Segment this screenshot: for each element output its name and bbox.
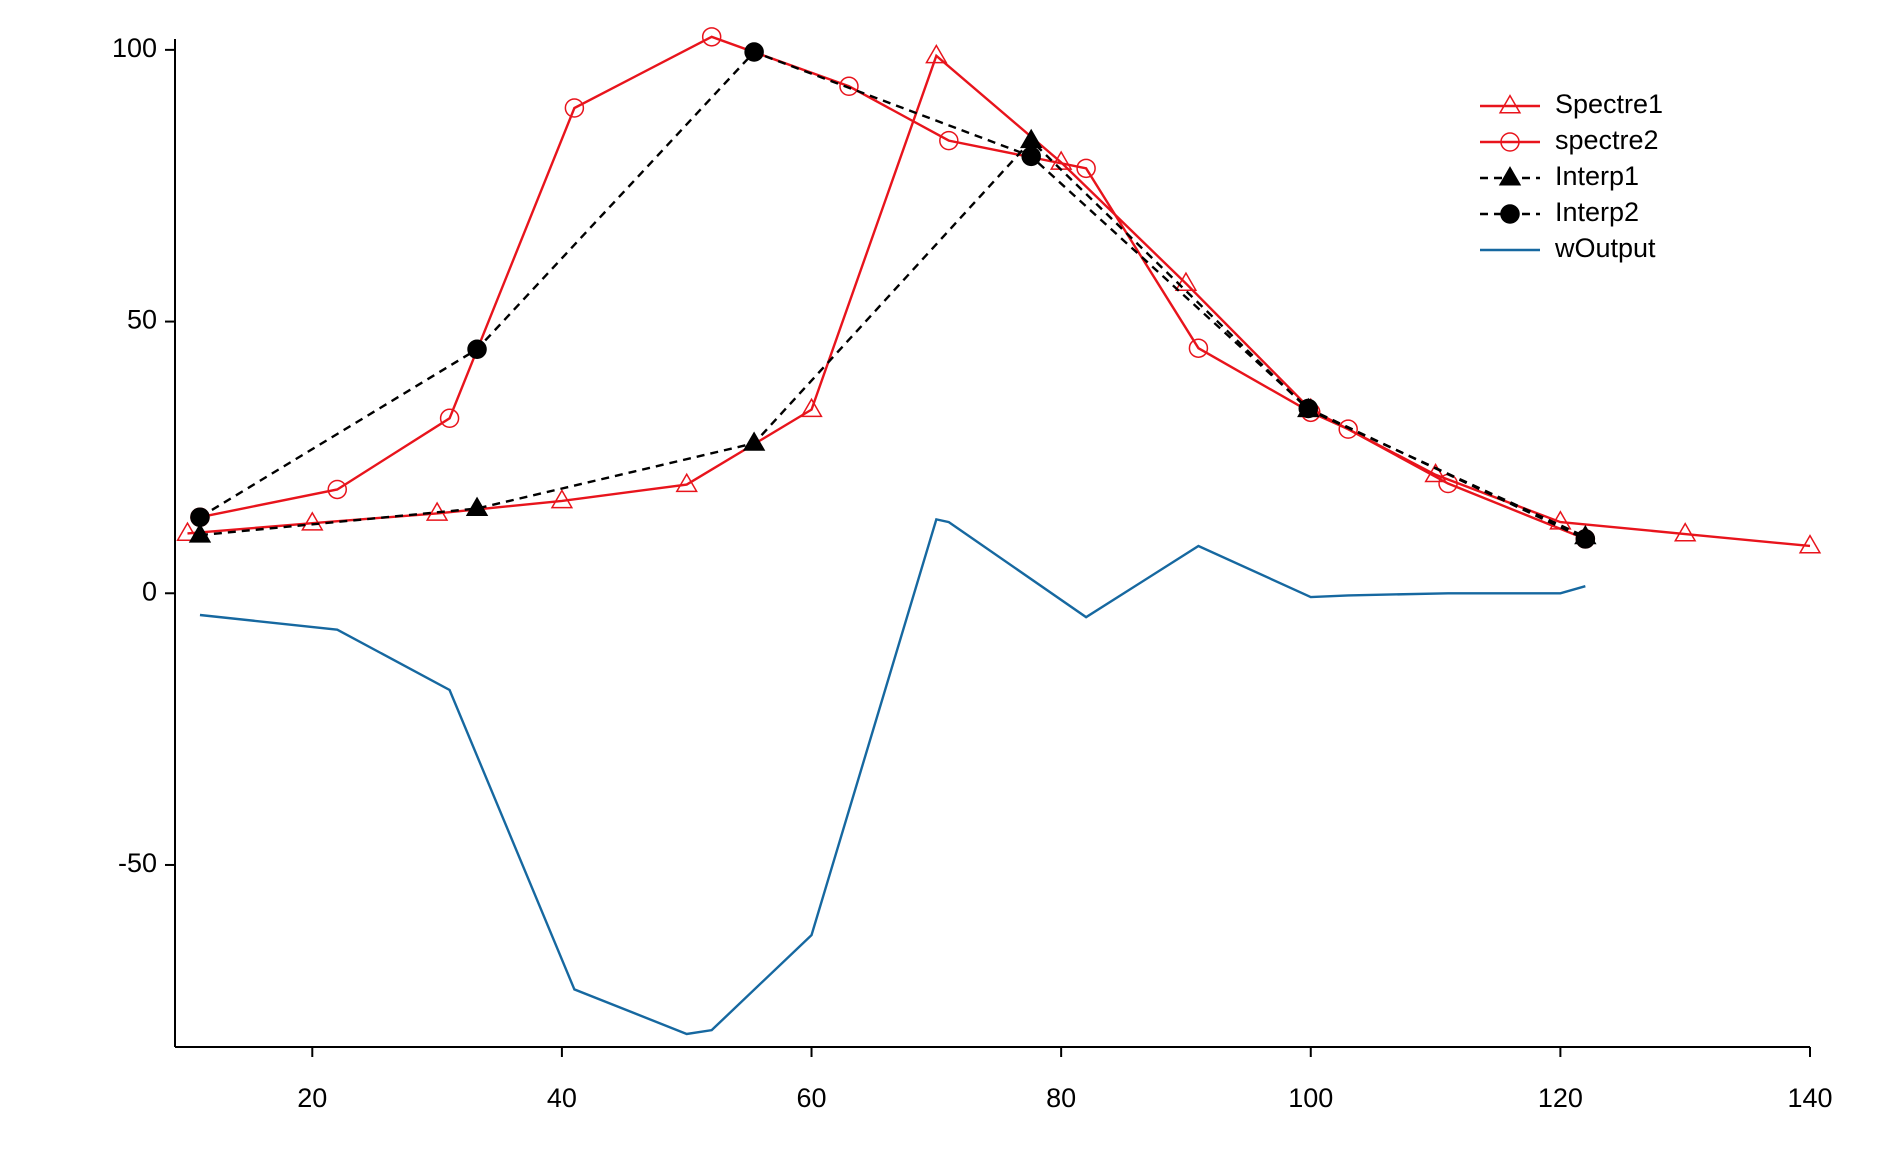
marker — [1188, 338, 1209, 358]
x-tick-label: 120 — [1538, 1083, 1583, 1113]
marker — [800, 397, 823, 418]
marker — [744, 42, 764, 62]
legend-label: spectre2 — [1555, 125, 1659, 155]
marker — [1019, 128, 1043, 149]
marker — [1049, 150, 1073, 170]
legend-label: Interp2 — [1555, 197, 1639, 227]
legend-label: Interp1 — [1555, 161, 1639, 191]
series-line — [199, 50, 1586, 541]
legend-marker — [1500, 132, 1520, 152]
marker — [465, 496, 489, 516]
marker — [675, 472, 698, 493]
marker — [742, 431, 766, 451]
y-tick-label: 0 — [142, 576, 157, 606]
y-tick-label: 50 — [127, 305, 157, 335]
marker — [1673, 522, 1697, 542]
marker — [1575, 529, 1596, 549]
series — [176, 43, 1822, 554]
series — [190, 42, 1596, 549]
marker — [190, 507, 210, 527]
x-tick-label: 100 — [1288, 1083, 1333, 1113]
marker — [1174, 271, 1198, 292]
marker — [701, 27, 722, 47]
marker — [925, 43, 948, 64]
marker — [1438, 473, 1458, 494]
marker — [327, 479, 348, 500]
legend-marker — [1498, 166, 1522, 186]
marker — [439, 408, 460, 429]
marker — [301, 511, 324, 531]
marker — [939, 130, 959, 151]
series — [199, 517, 1586, 1036]
marker — [1076, 158, 1096, 179]
series-line — [199, 138, 1586, 538]
marker — [176, 521, 199, 541]
series — [190, 27, 1596, 549]
marker — [1338, 419, 1358, 439]
x-tick-label: 40 — [547, 1083, 577, 1113]
x-tick-label: 60 — [797, 1083, 827, 1113]
legend-label: Spectre1 — [1555, 89, 1663, 119]
marker — [188, 523, 212, 543]
marker — [564, 98, 585, 118]
series-line — [199, 517, 1586, 1036]
series-line — [199, 35, 1586, 541]
marker — [839, 76, 859, 97]
marker — [1021, 146, 1041, 167]
legend-label: wOutput — [1554, 233, 1656, 263]
x-tick-label: 80 — [1046, 1083, 1076, 1113]
marker — [550, 489, 574, 509]
y-tick-label: 100 — [112, 33, 157, 63]
y-tick-label: -50 — [118, 848, 157, 878]
legend-marker — [1500, 204, 1520, 224]
marker — [467, 339, 487, 360]
x-tick-label: 20 — [297, 1083, 327, 1113]
x-tick-label: 140 — [1787, 1083, 1832, 1113]
series — [188, 128, 1597, 545]
legend-marker — [1498, 94, 1522, 114]
marker — [1798, 534, 1822, 554]
marker — [1298, 398, 1319, 419]
